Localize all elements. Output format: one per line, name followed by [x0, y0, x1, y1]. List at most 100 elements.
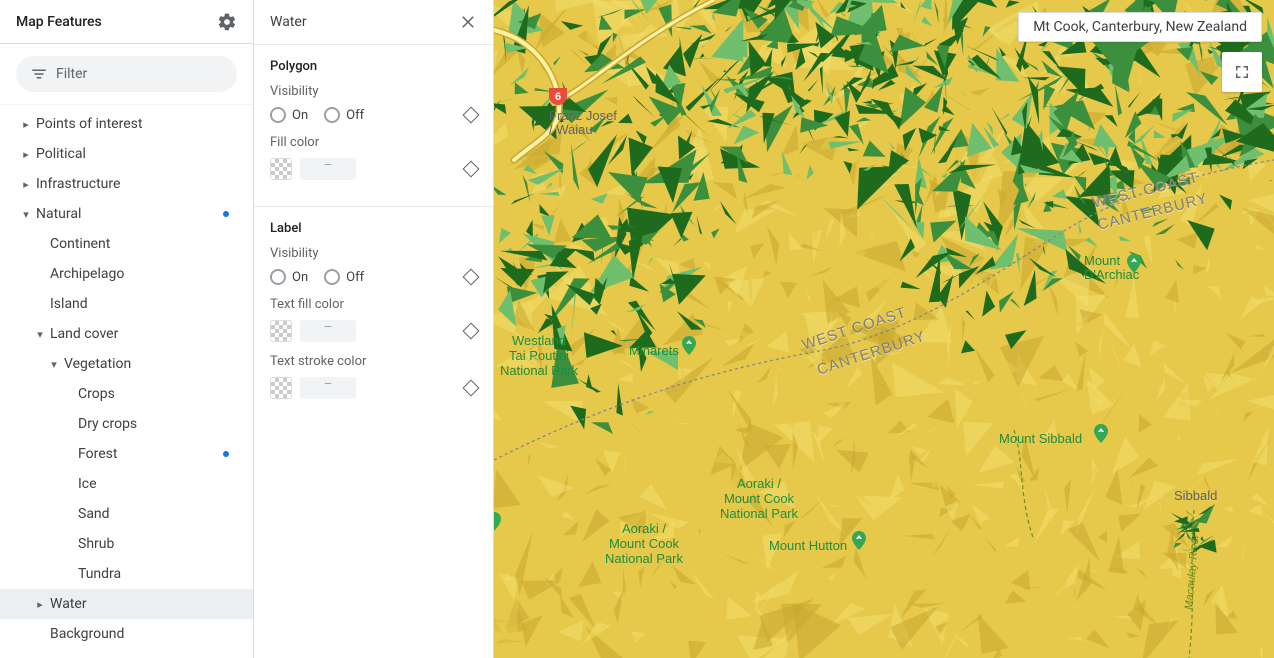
color-value-input[interactable]: –	[300, 377, 356, 399]
fullscreen-icon	[1233, 63, 1251, 81]
chevron-right-icon[interactable]	[16, 118, 36, 131]
modified-indicator-dot	[223, 451, 229, 457]
radio-off[interactable]: Off	[324, 107, 364, 123]
tree-item-label: Points of interest	[36, 116, 241, 132]
tree-item-archipelago[interactable]: Archipelago	[0, 259, 253, 289]
panel-title: Water	[270, 14, 307, 30]
tree-item-label: Ice	[78, 476, 241, 492]
filter-container: Filter	[0, 44, 253, 105]
sidebar-title: Map Features	[16, 14, 102, 30]
map-canvas[interactable]: 6WEST COASTCANTERBURYWEST COASTCANTERBUR…	[494, 0, 1274, 658]
property-label: Visibility	[270, 84, 477, 99]
property-row: –	[270, 377, 477, 399]
override-diamond-icon[interactable]	[463, 107, 480, 124]
tree-item-label: Political	[36, 146, 241, 162]
tree-item-label: Crops	[78, 386, 241, 402]
tree-item-label: Archipelago	[50, 266, 241, 282]
radio-off[interactable]: Off	[324, 269, 364, 285]
radio-on[interactable]: On	[270, 107, 308, 123]
chevron-down-icon[interactable]	[16, 208, 36, 221]
tree-item-continent[interactable]: Continent	[0, 229, 253, 259]
tree-item-label: Vegetation	[64, 356, 241, 372]
svg-text:Sibbald: Sibbald	[1174, 488, 1217, 503]
radio-label: Off	[346, 270, 364, 285]
color-swatch[interactable]	[270, 158, 292, 180]
tree-item-natural[interactable]: Natural	[0, 199, 253, 229]
chevron-right-icon[interactable]	[30, 598, 50, 611]
color-swatch[interactable]	[270, 320, 292, 342]
chevron-down-icon[interactable]	[44, 358, 64, 371]
tree-item-tundra[interactable]: Tundra	[0, 559, 253, 589]
radio-circle-icon	[324, 107, 340, 123]
tree-item-crops[interactable]: Crops	[0, 379, 253, 409]
tree-item-label: Infrastructure	[36, 176, 241, 192]
color-value-input[interactable]: –	[300, 320, 356, 342]
tree-item-political[interactable]: Political	[0, 139, 253, 169]
tree-item-ice[interactable]: Ice	[0, 469, 253, 499]
tree-item-label: Water	[50, 596, 241, 612]
tree-item-vegetation[interactable]: Vegetation	[0, 349, 253, 379]
tree-item-shrub[interactable]: Shrub	[0, 529, 253, 559]
panel-header: Water	[254, 0, 493, 44]
override-diamond-icon[interactable]	[463, 269, 480, 286]
svg-text:Mount Hutton: Mount Hutton	[769, 538, 847, 553]
property-row: On Off	[270, 269, 477, 285]
override-diamond-icon[interactable]	[463, 380, 480, 397]
property-row: –	[270, 320, 477, 342]
filter-input[interactable]: Filter	[16, 56, 237, 92]
override-diamond-icon[interactable]	[463, 323, 480, 340]
section-title: Polygon	[270, 59, 477, 74]
tree-item-infrastructure[interactable]: Infrastructure	[0, 169, 253, 199]
property-row: On Off	[270, 107, 477, 123]
radio-circle-icon	[324, 269, 340, 285]
panel-section-label: LabelVisibilityOnOffText fill color–Text…	[254, 206, 493, 425]
close-icon[interactable]	[459, 13, 477, 31]
override-diamond-icon[interactable]	[463, 161, 480, 178]
property-label: Fill color	[270, 135, 477, 150]
panel-section-polygon: Polygon Visibility On Off Fill color –	[254, 44, 493, 206]
tree-item-water[interactable]: Water	[0, 589, 253, 619]
tree-item-label: Land cover	[50, 326, 241, 342]
modified-indicator-dot	[223, 211, 229, 217]
color-value-input[interactable]: –	[300, 158, 356, 180]
svg-text:Mount Sibbald: Mount Sibbald	[999, 431, 1082, 446]
tree-item-label: Forest	[78, 446, 241, 462]
svg-text:Minarets: Minarets	[629, 343, 679, 358]
tree-item-label: Shrub	[78, 536, 241, 552]
gear-icon[interactable]	[217, 12, 237, 32]
tree-item-label: Sand	[78, 506, 241, 522]
radio-label: On	[292, 270, 308, 285]
sidebar-header: Map Features	[0, 0, 253, 44]
tree-item-land-cover[interactable]: Land cover	[0, 319, 253, 349]
tree-item-label: Island	[50, 296, 241, 312]
property-label: Text stroke color	[270, 354, 477, 369]
color-swatch[interactable]	[270, 377, 292, 399]
tree-item-points-of-interest[interactable]: Points of interest	[0, 109, 253, 139]
tree-item-island[interactable]: Island	[0, 289, 253, 319]
tree-item-background[interactable]: Background	[0, 619, 253, 649]
tree-item-sand[interactable]: Sand	[0, 499, 253, 529]
location-chip[interactable]: Mt Cook, Canterbury, New Zealand	[1018, 12, 1262, 42]
filter-icon	[30, 65, 48, 83]
chevron-down-icon[interactable]	[30, 328, 50, 341]
style-panel: Water PolygonVisibilityOnOffFill color–L…	[254, 0, 494, 658]
radio-label: Off	[346, 108, 364, 123]
property-row: –	[270, 158, 477, 180]
tree-item-label: Dry crops	[78, 416, 241, 432]
svg-text:6: 6	[555, 91, 561, 103]
map-features-sidebar: Map Features Filter Points of interest Po…	[0, 0, 254, 658]
property-label: Text fill color	[270, 297, 477, 312]
tree-item-forest[interactable]: Forest	[0, 439, 253, 469]
radio-label: On	[292, 108, 308, 123]
radio-circle-icon	[270, 107, 286, 123]
fullscreen-button[interactable]	[1222, 52, 1262, 92]
tree-item-dry-crops[interactable]: Dry crops	[0, 409, 253, 439]
property-label: Visibility	[270, 246, 477, 261]
chevron-right-icon[interactable]	[16, 148, 36, 161]
chevron-right-icon[interactable]	[16, 178, 36, 191]
radio-circle-icon	[270, 269, 286, 285]
tree-item-label: Tundra	[78, 566, 241, 582]
tree-item-label: Continent	[50, 236, 241, 252]
radio-on[interactable]: On	[270, 269, 308, 285]
tree-item-label: Natural	[36, 206, 241, 222]
